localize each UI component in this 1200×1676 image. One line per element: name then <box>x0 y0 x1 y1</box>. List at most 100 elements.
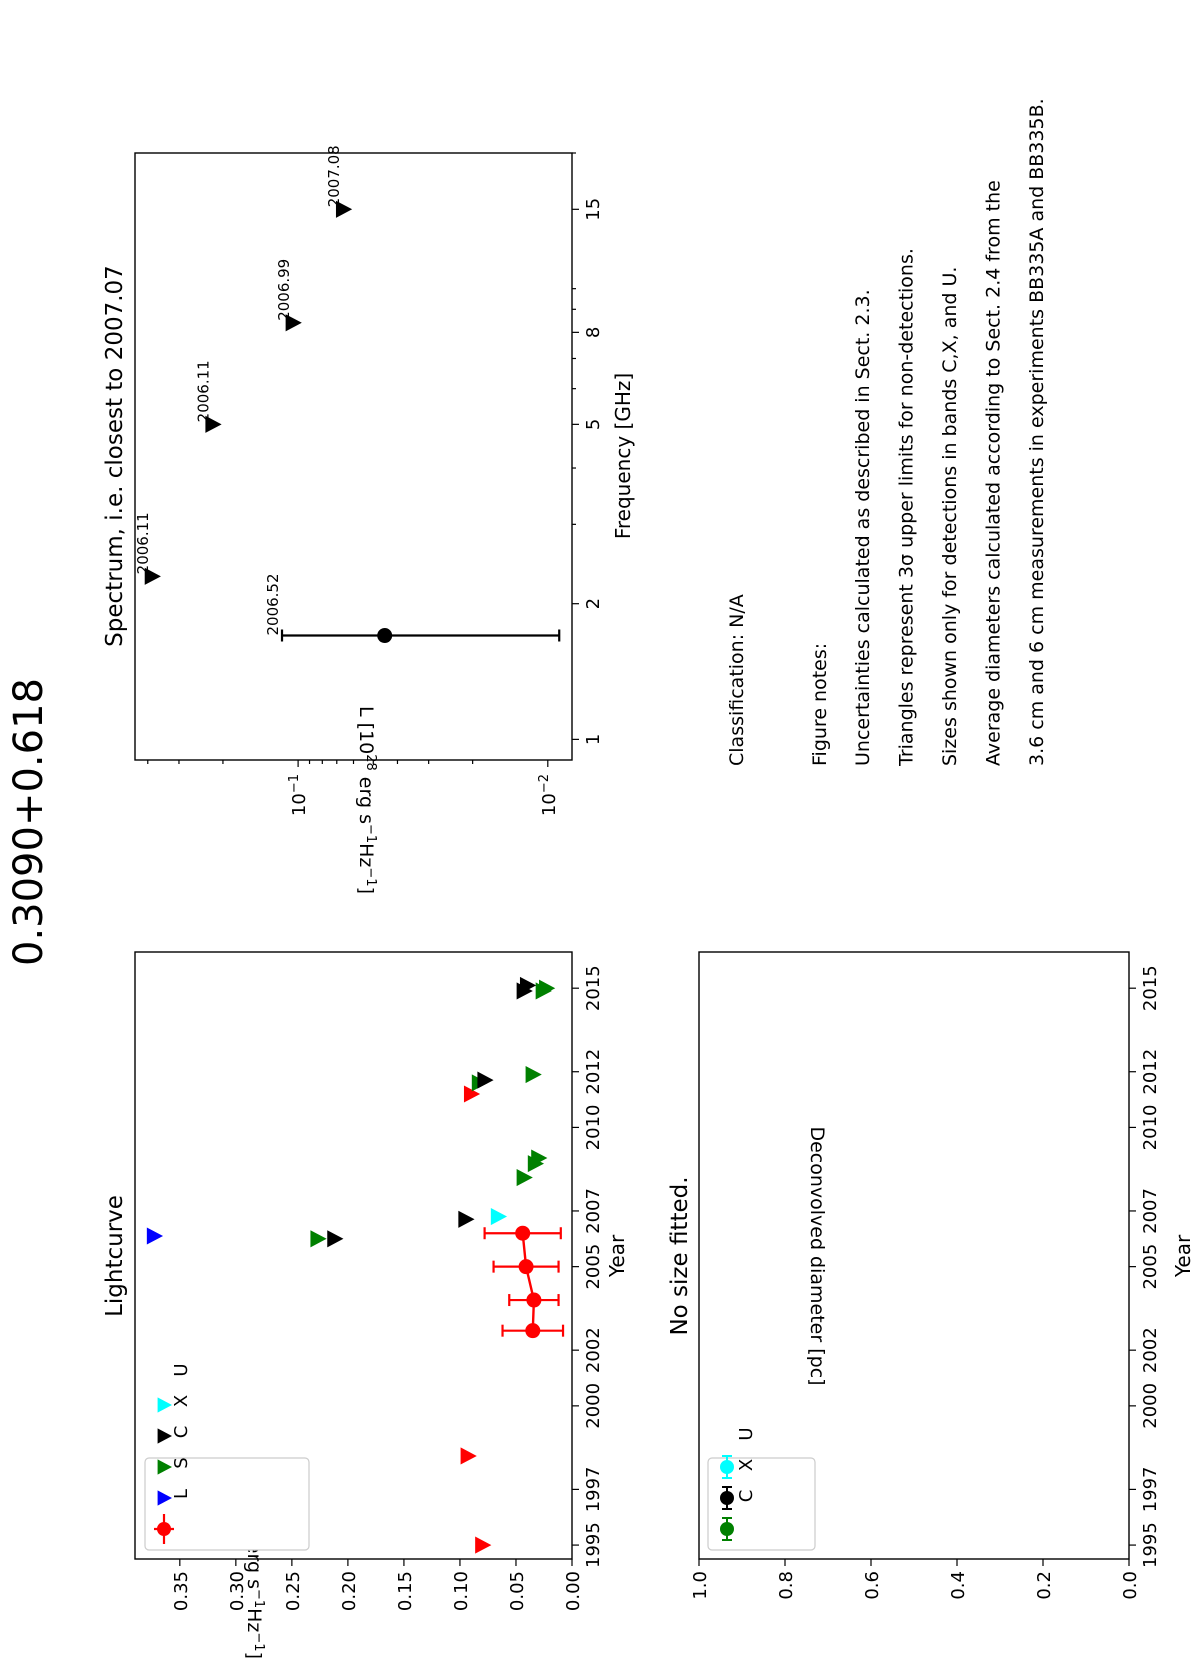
sizes-x-tick-label: 2010 <box>1140 1105 1161 1151</box>
lightcurve-legend-marker <box>157 1490 172 1506</box>
sizes-y-tick-label: 0.2 <box>1034 1571 1055 1600</box>
lightcurve-point-L <box>515 1225 531 1241</box>
lightcurve-y-tick-label: 0.10 <box>451 1571 472 1611</box>
sizes-y-tick-label: 0.0 <box>1120 1571 1141 1600</box>
lightcurve-x-ticks: 1995 1997 2000 2002 2005 2007 2010 2012 2015 <box>572 965 604 1568</box>
lightcurve-title: Lightcurve <box>102 1195 128 1317</box>
lightcurve-point-L <box>526 1292 542 1308</box>
sizes-legend-label: U <box>736 1427 757 1440</box>
lightcurve-legend-label: X <box>171 1395 192 1407</box>
spectrum-point <box>377 628 393 644</box>
lightcurve-legend-marker <box>157 1459 172 1475</box>
sizes-y-tick-label: 0.6 <box>862 1571 883 1600</box>
figure-title: 0.3090+0.618 <box>6 678 52 966</box>
lightcurve-legend-marker <box>157 1428 172 1444</box>
notes-heading: Figure notes: <box>809 643 831 766</box>
spectrum-upper-limit <box>144 567 161 585</box>
lightcurve-upper-limit-C <box>525 1065 542 1084</box>
lightcurve-y-tick-label: 0.35 <box>171 1571 192 1611</box>
lightcurve-y-tick-label: 0.15 <box>395 1571 416 1611</box>
lightcurve-legend-marker <box>157 1397 172 1413</box>
lightcurve-x-tick-label: 2015 <box>583 965 604 1011</box>
lightcurve-legend-label: L <box>171 1489 192 1499</box>
lightcurve-marks <box>146 976 565 1554</box>
spectrum-point-label: 2006.52 <box>264 573 282 635</box>
spectrum-ylabel: L [1028 erg s−1Hz−1] <box>355 706 379 894</box>
lightcurve-axes-frame <box>134 951 573 1560</box>
note-line: Triangles represent 3σ upper limits for … <box>896 248 918 767</box>
lightcurve-x-tick-label: 1997 <box>583 1466 604 1512</box>
lightcurve-y-tick-label: 0.05 <box>507 1571 528 1611</box>
spectrum-axes-frame <box>134 152 573 761</box>
lightcurve-y-tick-label: 0.00 <box>563 1571 584 1611</box>
sizes-legend-marker <box>720 1522 734 1536</box>
spectrum-point-label: 2007.08 <box>325 145 343 207</box>
note-line: Uncertainties calculated as described in… <box>852 289 874 766</box>
lightcurve-xlabel: Year <box>605 1234 629 1278</box>
sizes-x-tick-label: 2007 <box>1140 1188 1161 1234</box>
sizes-legend: C X U <box>707 1427 816 1551</box>
lightcurve-upper-limit-C <box>539 979 556 997</box>
lightcurve-upper-limit-X <box>327 1230 344 1248</box>
sizes-x-tick-label: 1997 <box>1140 1466 1161 1512</box>
spectrum-xlabel: Frequency [GHz] <box>611 373 635 539</box>
sizes-legend-marker <box>720 1460 734 1474</box>
spectrum-upper-limit <box>205 415 222 433</box>
lightcurve-x-tick-label: 2000 <box>583 1383 604 1429</box>
lightcurve-y-tick-label: 0.30 <box>227 1571 248 1611</box>
sizes-x-tick-label: 2012 <box>1140 1049 1161 1095</box>
sizes-x-ticks: 1995 1997 2000 2002 2005 2007 2010 2012 2015 <box>1129 965 1161 1568</box>
sizes-ylabel: Deconvolved diameter [pc] <box>806 1126 828 1385</box>
sizes-legend-label: C <box>736 1490 757 1503</box>
sizes-x-tick-label: 1995 <box>1140 1522 1161 1568</box>
note-line: 3.6 cm and 6 cm measurements in experime… <box>1026 98 1048 766</box>
lightcurve-legend: L S C X U <box>144 1363 310 1551</box>
sizes-title: No size fitted. <box>667 1176 693 1335</box>
sizes-legend-label: X <box>736 1459 757 1471</box>
sizes-axes-frame <box>698 951 1130 1560</box>
lightcurve-upper-limit-L <box>475 1536 492 1554</box>
lightcurve-upper-limit-L <box>460 1447 477 1465</box>
lightcurve-upper-limit-X <box>519 976 537 994</box>
figure-notes: Classification: N/A Figure notes: Uncert… <box>726 98 1048 767</box>
spectrum-x-tick-label: 15 <box>583 198 604 221</box>
spectrum-y-tick-label: 10−2 <box>536 774 560 816</box>
sizes-y-tick-label: 1.0 <box>690 1571 711 1600</box>
lightcurve-upper-limit-L <box>463 1085 481 1103</box>
lightcurve-upper-limit-X <box>477 1071 494 1089</box>
lightcurve-x-tick-label: 2007 <box>583 1188 604 1234</box>
spectrum-x-tick-label: 2 <box>583 598 604 609</box>
lightcurve-y-tick-label: 0.25 <box>283 1571 304 1611</box>
spectrum-x-tick-label: 5 <box>583 419 604 430</box>
sizes-x-tick-label: 2000 <box>1140 1383 1161 1429</box>
spectrum-point-label: 2006.99 <box>275 259 293 321</box>
lightcurve-x-tick-label: 2010 <box>583 1105 604 1151</box>
sizes-x-tick-label: 2015 <box>1140 965 1161 1011</box>
lightcurve-upper-limit-S <box>146 1227 164 1245</box>
spectrum-upper-limit <box>335 200 353 218</box>
lightcurve-upper-limit-C <box>310 1230 327 1248</box>
sizes-x-tick-label: 2002 <box>1140 1327 1161 1373</box>
spectrum-point-label: 2006.11 <box>134 512 152 574</box>
sizes-y-ticks: 0.0 0.2 0.4 0.6 0.8 1.0 <box>690 1559 1141 1600</box>
spectrum-title: Spectrum, i.e. closest to 2007.07 <box>102 265 128 647</box>
spectrum-x-tick-label: 1 <box>583 734 604 745</box>
sizes-y-tick-label: 0.4 <box>948 1571 969 1600</box>
lightcurve-x-tick-label: 2002 <box>583 1327 604 1373</box>
sizes-x-tick-label: 2005 <box>1140 1244 1161 1290</box>
spectrum-upper-limit <box>285 314 302 332</box>
spectrum-y-ticks: 10−1 10−2 <box>147 760 560 816</box>
lightcurve-legend-label: C <box>171 1426 192 1439</box>
lightcurve-upper-limit-X <box>458 1210 475 1228</box>
spectrum-x-tick-label: 8 <box>583 327 604 338</box>
lightcurve-point-L <box>525 1323 541 1339</box>
classification-text: Classification: N/A <box>726 594 748 766</box>
lightcurve-legend-box <box>144 1457 310 1551</box>
lightcurve-upper-limit-C <box>516 1168 533 1187</box>
lightcurve-point-L <box>518 1259 534 1275</box>
sizes-legend-marker <box>720 1491 734 1505</box>
spectrum-marks: 2006.52 2006.11 2006.11 2006.99 2007.08 <box>134 145 561 644</box>
spectrum-x-ticks: 1 2 5 8 15 <box>572 152 604 745</box>
